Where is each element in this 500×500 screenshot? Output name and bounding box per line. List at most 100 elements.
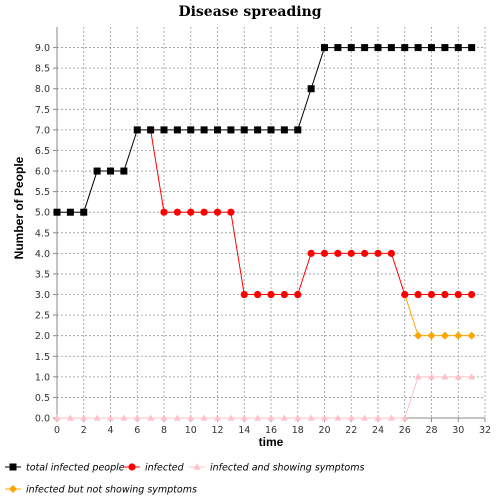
- y-tick-label: 2.5: [35, 311, 50, 322]
- data-point: [347, 44, 355, 52]
- y-tick-label: 3.5: [35, 269, 50, 280]
- data-point: [133, 414, 141, 421]
- data-point: [254, 414, 262, 421]
- y-tick-label: 6.0: [35, 167, 50, 178]
- data-point: [107, 167, 114, 175]
- data-point: [428, 373, 435, 380]
- data-point: [53, 414, 61, 421]
- x-tick-label: 22: [345, 425, 357, 436]
- data-point: [334, 44, 342, 52]
- data-point: [254, 126, 262, 134]
- data-point: [120, 414, 128, 421]
- data-point: [427, 331, 436, 340]
- data-point: [401, 414, 409, 421]
- data-point: [133, 126, 141, 134]
- data-point: [147, 126, 155, 134]
- data-point: [280, 414, 288, 421]
- data-point: [414, 290, 422, 299]
- series-3: [400, 290, 476, 340]
- data-point: [440, 331, 449, 340]
- data-point: [107, 414, 114, 421]
- data-point: [214, 126, 221, 134]
- data-point: [334, 414, 342, 421]
- x-tick-label: 10: [185, 425, 197, 436]
- data-point: [468, 290, 476, 299]
- data-point: [160, 208, 168, 216]
- data-point: [53, 208, 61, 216]
- data-point: [468, 373, 476, 380]
- data-point: [160, 126, 168, 134]
- data-point: [374, 44, 382, 52]
- data-point: [428, 44, 435, 52]
- legend-label: infected: [145, 463, 185, 474]
- data-point: [468, 44, 476, 52]
- data-point: [200, 414, 208, 421]
- data-point: [66, 208, 74, 216]
- data-point: [454, 290, 462, 299]
- series-0: [53, 44, 476, 216]
- data-point: [294, 414, 302, 421]
- chart-title: Disease spreading: [178, 4, 321, 20]
- y-tick-label: 5.5: [35, 187, 50, 198]
- data-point: [227, 414, 235, 421]
- data-point: [361, 414, 369, 421]
- data-point: [267, 126, 275, 134]
- data-point: [187, 126, 195, 134]
- data-point: [321, 44, 328, 52]
- legend-label: infected and showing symptoms: [210, 463, 364, 474]
- data-point: [80, 208, 88, 216]
- series-1: [147, 126, 476, 299]
- grid: [57, 27, 486, 419]
- y-tick-label: 3.0: [35, 290, 50, 301]
- x-tick-label: 12: [211, 425, 223, 436]
- data-point: [454, 44, 462, 52]
- x-tick-label: 30: [452, 425, 464, 436]
- y-axis-label: Number of People: [12, 156, 26, 259]
- x-tick-label: 20: [318, 425, 330, 436]
- data-point: [307, 85, 315, 93]
- data-point: [80, 414, 88, 421]
- data-point: [267, 414, 275, 421]
- data-point: [441, 290, 449, 299]
- legend-marker: [9, 463, 17, 471]
- series-2: [53, 373, 476, 421]
- data-point: [240, 126, 248, 134]
- y-tick-label: 8.0: [35, 84, 50, 95]
- data-point: [321, 414, 328, 421]
- y-tick-label: 4.0: [35, 249, 50, 260]
- x-tick-label: 8: [161, 425, 167, 436]
- data-point: [200, 126, 208, 134]
- y-tick-label: 4.5: [35, 228, 50, 239]
- data-point: [254, 290, 262, 299]
- x-tick-label: 16: [265, 425, 277, 436]
- legend-marker: [128, 463, 136, 471]
- data-point: [387, 414, 395, 421]
- y-tick-label: 5.0: [35, 208, 50, 219]
- data-point: [307, 414, 315, 421]
- data-point: [441, 373, 449, 380]
- x-tick-label: 18: [292, 425, 304, 436]
- y-tick-label: 0.5: [35, 393, 50, 404]
- data-point: [387, 44, 395, 52]
- data-point: [173, 126, 181, 134]
- y-tick-label: 0.0: [35, 414, 50, 425]
- series-layer: [53, 44, 476, 421]
- x-tick-label: 26: [399, 425, 411, 436]
- data-point: [93, 414, 101, 421]
- legend-label: infected but not showing symptoms: [26, 485, 197, 496]
- data-point: [347, 414, 355, 421]
- data-point: [187, 208, 195, 216]
- y-tick-label: 8.5: [35, 64, 50, 75]
- data-point: [347, 249, 355, 257]
- data-point: [454, 373, 462, 380]
- x-tick-label: 28: [425, 425, 437, 436]
- data-point: [414, 331, 423, 340]
- data-point: [454, 331, 463, 340]
- data-point: [93, 167, 101, 175]
- x-tick-label: 24: [372, 425, 384, 436]
- x-tick-label: 4: [107, 425, 113, 436]
- y-tick-label: 7.5: [35, 105, 50, 116]
- data-point: [240, 414, 248, 421]
- data-point: [280, 126, 288, 134]
